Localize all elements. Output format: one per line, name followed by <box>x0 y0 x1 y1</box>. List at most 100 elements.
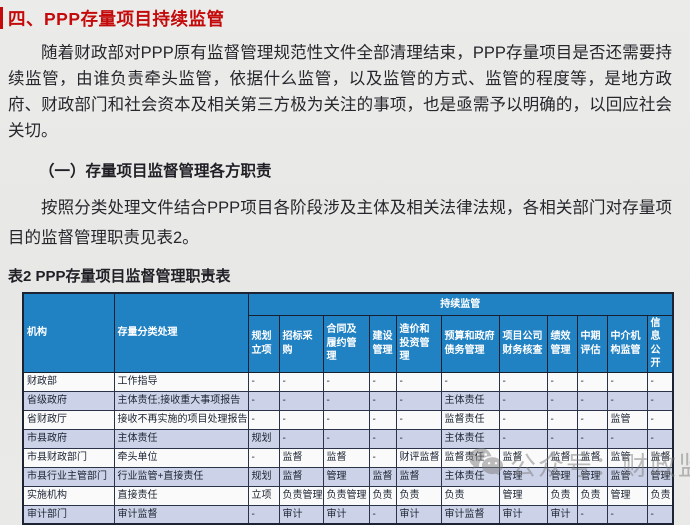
table-cell: - <box>440 371 500 392</box>
table-body: 财政部 工作指导 - - - - - - - - - - - 省级政府 主体责任;接收重大事项报告 - - - - -… <box>22 371 674 525</box>
table-cell: 监管 <box>606 409 648 430</box>
table-cell: 负责管理 <box>278 485 324 506</box>
table-cell: 监督 <box>576 447 608 468</box>
header-stage: 信息公开 <box>646 314 674 373</box>
handling-cell: 牵头单位 <box>113 447 249 468</box>
table-cell: - <box>278 428 324 449</box>
header-stage: 中期评估 <box>576 314 608 373</box>
table-cell: 审计 <box>498 504 548 525</box>
table-cell: 负责 <box>576 485 608 506</box>
table-cell: - <box>576 428 608 449</box>
table-row: 审计部门 审计监督 - 审计 审计 - 审计 审计监督 审计 审计 - - - <box>22 504 674 525</box>
table-cell: - <box>278 390 324 411</box>
table-cell: 审计 <box>278 504 324 525</box>
table-cell: 管理 <box>546 466 578 487</box>
table-cell: - <box>278 371 324 392</box>
header-stage: 预算和政府债务管理 <box>440 314 500 373</box>
table-cell: 审计 <box>395 504 442 525</box>
table-cell: 规划 <box>247 428 280 449</box>
table-cell: 监督 <box>278 447 324 468</box>
handling-cell: 主体责任;接收重大事项报告 <box>113 390 249 411</box>
table-cell: - <box>576 409 608 430</box>
header-stage: 项目公司财务核查 <box>498 314 548 373</box>
table-cell: - <box>546 428 578 449</box>
table-cell: 管理 <box>498 466 548 487</box>
handling-cell: 直接责任 <box>113 485 249 506</box>
table-cell: - <box>395 428 442 449</box>
table-cell: - <box>576 390 608 411</box>
table-cell: - <box>395 409 442 430</box>
table-cell: 监督 <box>546 447 578 468</box>
table-cell: 负责 <box>395 485 442 506</box>
table-cell: - <box>247 371 280 392</box>
table-cell: - <box>395 390 442 411</box>
table-row: 市县政府 主体责任 规划 - - - - 主体责任 - - - - - <box>22 428 674 449</box>
org-cell: 实施机构 <box>22 485 115 506</box>
table-cell: - <box>322 390 370 411</box>
org-cell: 审计部门 <box>22 504 115 525</box>
table-cell: 审计 <box>546 504 578 525</box>
table-cell: - <box>368 504 397 525</box>
org-cell: 市县政府 <box>22 428 115 449</box>
header-stage: 中介机构监管 <box>606 314 648 373</box>
table-cell: 立项 <box>247 485 280 506</box>
table-cell: 主体责任 <box>440 466 500 487</box>
org-cell: 市县财政部门 <box>22 447 115 468</box>
table-cell: - <box>498 371 548 392</box>
handling-cell: 行业监管+直接责任 <box>113 466 249 487</box>
table-cell: 财评监督 <box>395 447 442 468</box>
header-continuous-supervision: 持续监管 <box>247 292 674 316</box>
table-cell: 审计监督 <box>440 504 500 525</box>
paragraph-intro: 随着财政部对PPP原有监督管理规范性文件全部清理结束，PPP存量项目是否还需要持… <box>8 44 672 140</box>
table-cell: 规划 <box>247 466 280 487</box>
table-cell: 监督 <box>395 466 442 487</box>
org-cell: 财政部 <box>22 371 115 392</box>
paragraph-duties: 按照分类处理文件结合PPP项目各阶段涉及主体及相关法律法规，各相关部门对存量项目… <box>8 199 672 247</box>
table-cell: - <box>646 428 674 449</box>
table-cell: - <box>322 371 370 392</box>
table-cell: 监督 <box>498 447 548 468</box>
table-cell: 负责管理 <box>322 485 370 506</box>
header-stage: 造价和投资管理 <box>395 314 442 373</box>
handling-cell: 主体责任 <box>113 428 249 449</box>
table-cell: 管理 <box>498 485 548 506</box>
responsibility-table: 机构 存量分类处理 持续监管 规划立项 招标采购 合同及履约管理 建设管理 造价和投资管理 预算… <box>22 292 675 525</box>
title-section: 四、PPP存量项目持续监管 <box>0 0 690 31</box>
table-row: 实施机构 直接责任 立项 负责管理 负责管理 负责 负责 负责 管理 负责 负责 管理 负责 <box>22 485 674 506</box>
table-cell: - <box>546 409 578 430</box>
table-cell: - <box>247 447 280 468</box>
table-cell: 监督 <box>322 447 370 468</box>
table-cell: 监督责任 <box>440 447 500 468</box>
table-cell: - <box>368 409 397 430</box>
table-cell: 管理 <box>322 466 370 487</box>
table-cell: 监管 <box>606 466 648 487</box>
table-cell: - <box>498 428 548 449</box>
table-cell: 主体责任 <box>440 390 500 411</box>
table-cell: 负责 <box>368 485 397 506</box>
table-cell: 监督责任 <box>440 409 500 430</box>
table-cell: 负责 <box>546 485 578 506</box>
page-title: 四、PPP存量项目持续监管 <box>8 9 225 29</box>
table-cell: - <box>498 390 548 411</box>
title-accent-bar <box>0 7 3 29</box>
section-heading: （一）存量项目监督管理各方职责 <box>39 163 272 180</box>
header-stage: 招标采购 <box>278 314 324 373</box>
table-row: 省级政府 主体责任;接收重大事项报告 - - - - - 主体责任 - - - - - <box>22 390 674 411</box>
table-row: 市县财政部门 牵头单位 - 监督 监督 - 财评监督 监督责任 监督 监督 监督 监管 监督 <box>22 447 674 468</box>
table-cell: - <box>395 371 442 392</box>
table-cell: 负责 <box>646 485 674 506</box>
table-cell: 管理 <box>646 466 674 487</box>
org-cell: 省财政厅 <box>22 409 115 430</box>
table-cell: 监管 <box>606 447 648 468</box>
table-cell: - <box>646 504 674 525</box>
table-cell: 监督 <box>278 466 324 487</box>
table-cell: - <box>606 504 648 525</box>
table-cell: - <box>546 390 578 411</box>
table-row: 省财政厅 接收不再实施的项目处理报告 - - - - - 监督责任 - - - 监管 - <box>22 409 674 430</box>
table-cell: 管理 <box>576 466 608 487</box>
handling-cell: 接收不再实施的项目处理报告 <box>113 409 249 430</box>
handling-cell: 审计监督 <box>113 504 249 525</box>
table-cell: 监督 <box>368 466 397 487</box>
table-cell: 负责 <box>440 485 500 506</box>
